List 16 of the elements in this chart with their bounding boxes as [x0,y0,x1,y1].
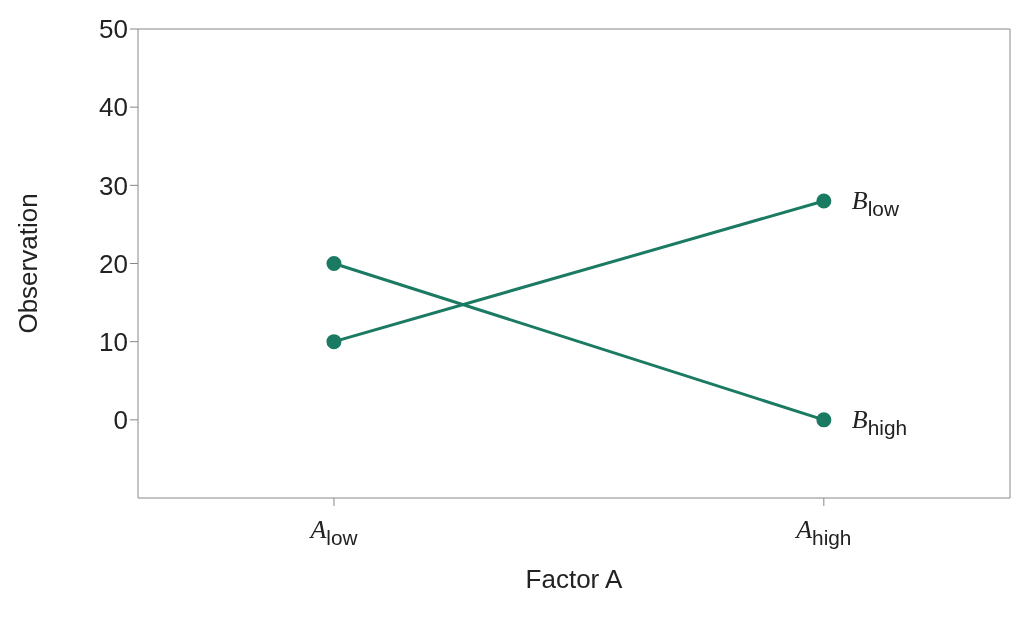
point [816,412,832,428]
series-label: B$_{low}$ [851,185,900,221]
y-tick-label: 40 [99,92,128,123]
y-tick-label: 30 [99,170,128,201]
y-tick-label: 0 [113,405,128,436]
series-label: B$_{high}$ [851,404,908,440]
y-tick-label: 10 [99,326,128,357]
x-tick-label: A$_{high}$ [794,515,852,550]
y-axis-title: Observation [13,193,44,334]
point [326,334,342,350]
point [326,256,342,271]
y-tick-label: 50 [99,14,128,45]
x-tick-label: A$_{low}$ [308,515,359,550]
x-axis-title: Factor A [525,564,624,594]
point [816,193,832,209]
y-tick-label: 20 [99,248,128,279]
